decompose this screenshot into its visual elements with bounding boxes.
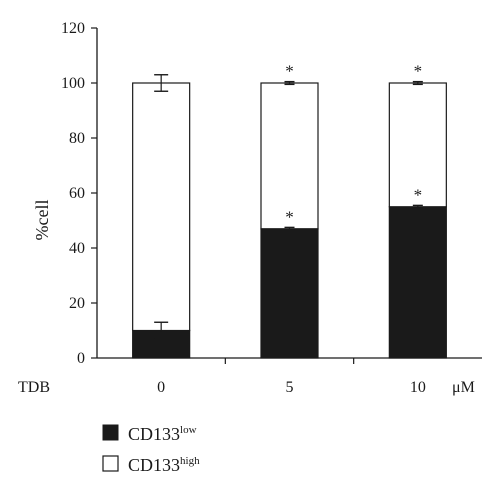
y-tick-label-40: 40 bbox=[69, 240, 85, 257]
bar-CD133low-10 bbox=[388, 206, 447, 359]
legend-item-high: CD133high bbox=[102, 455, 200, 475]
error-bars bbox=[154, 74, 423, 340]
y-axis-title: %cell bbox=[32, 200, 52, 241]
significance-star-CD133low-10: * bbox=[414, 185, 423, 204]
y-tick-label-120: 120 bbox=[61, 20, 85, 37]
significance-star-CD133low-5: * bbox=[285, 207, 294, 226]
y-tick-label-0: 0 bbox=[77, 350, 85, 367]
significance-star-CD133high-5: * bbox=[285, 62, 294, 81]
x-axis-unit-label: μM bbox=[452, 379, 475, 396]
y-tick-label-60: 60 bbox=[69, 185, 85, 202]
x-tick-label-0: 0 bbox=[157, 379, 165, 396]
legend-item-low: CD133low bbox=[102, 424, 197, 444]
y-tick-label-100: 100 bbox=[61, 75, 85, 92]
x-tick-label-10: 10 bbox=[410, 379, 426, 396]
x-axis-labels: 0 5 10 bbox=[157, 379, 426, 396]
significance-markers: * * * * bbox=[285, 62, 422, 227]
y-tick-label-20: 20 bbox=[69, 295, 85, 312]
y-tick-label-80: 80 bbox=[69, 130, 85, 147]
legend-swatch-high bbox=[102, 455, 119, 472]
legend: CD133low CD133high bbox=[102, 424, 200, 475]
significance-star-CD133high-10: * bbox=[414, 62, 423, 81]
bar-CD133high-0 bbox=[132, 82, 191, 332]
x-tick-label-5: 5 bbox=[286, 379, 294, 396]
legend-swatch-low bbox=[102, 424, 119, 441]
x-axis-left-label: TDB bbox=[18, 379, 50, 396]
bar-CD133high-5 bbox=[260, 82, 319, 230]
bars bbox=[132, 82, 447, 359]
legend-label-low: CD133low bbox=[128, 424, 197, 444]
bar-CD133low-0 bbox=[132, 329, 191, 359]
bar-CD133low-5 bbox=[260, 228, 319, 359]
legend-label-high: CD133high bbox=[128, 455, 200, 475]
